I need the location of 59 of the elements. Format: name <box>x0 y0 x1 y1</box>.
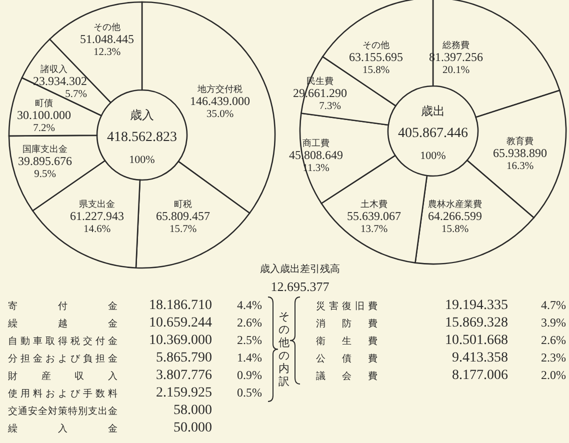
slice-label: 教育費 <box>506 136 534 147</box>
text: 19.194.335 4.7% <box>445 298 566 313</box>
text: 50.000 <box>174 420 212 436</box>
slice-label: 国庫支出金 <box>22 144 68 155</box>
data-label: 30.100.000 7.2% <box>17 108 71 134</box>
data-label: 51.048.445 12.3% <box>80 32 134 58</box>
text: 58.000 <box>174 403 212 418</box>
slice-label: その他 <box>94 22 120 33</box>
data-label: 39.895.676 9.5% <box>18 154 72 180</box>
data-label: 65.809.457 15.7% <box>156 209 210 235</box>
text: 歳入歳出差引残高 <box>260 263 340 275</box>
data-label: 55.639.067 13.7% <box>347 209 401 235</box>
text: 15.869.328 3.9% <box>445 316 566 330</box>
text: その他の内訳 <box>278 310 290 388</box>
text: 100% <box>420 150 446 162</box>
text: 9.413.358 2.3% <box>452 350 566 366</box>
text: 10.501.668 2.6% <box>445 333 566 348</box>
data-label: 61.227.943 14.6% <box>70 209 124 235</box>
text: 2.159.925 0.5% <box>156 386 262 400</box>
slice-label: 農林水産業費 <box>428 199 482 210</box>
text: 12.695.377 <box>270 279 330 294</box>
text: 10.369.000 2.5% <box>149 333 262 348</box>
data-label: 64.266.599 15.8% <box>428 209 482 235</box>
category-label: 寄付金 <box>8 300 118 312</box>
data-label: 63.155.695 15.8% <box>349 50 403 76</box>
category-label: 使用料および手数料 <box>8 388 118 400</box>
text: 歳入 <box>130 108 154 122</box>
category-label: 財産収入 <box>8 370 118 382</box>
category-label: 分担金および負担金 <box>8 352 118 364</box>
category-label: 公債費 <box>316 352 378 364</box>
text: 18.186.710 4.4% <box>149 298 262 313</box>
slice-label: 土木費 <box>360 199 388 210</box>
slice-label: 総務費 <box>442 40 470 51</box>
text: 歳出 <box>421 104 445 118</box>
slice-label: 商工費 <box>302 138 330 149</box>
slice-label: 町税 <box>174 199 192 210</box>
category-label: 自動車取得税交付金 <box>8 335 118 347</box>
category-label: 消防費 <box>316 318 378 330</box>
category-label: 議会費 <box>316 370 378 382</box>
text: 418.562.823 <box>107 130 177 145</box>
slice-label: その他 <box>362 40 390 51</box>
text: 5.865.790 1.4% <box>156 350 262 366</box>
category-label: 衛生費 <box>316 335 378 347</box>
text: 10.659.244 2.6% <box>149 316 262 330</box>
category-label: 繰入金 <box>7 422 118 434</box>
text: 8.177.006 2.0% <box>452 368 566 383</box>
category-label: 災害復旧費 <box>316 300 378 312</box>
text: 405.867.446 <box>398 126 468 141</box>
data-label: 23.934.302 5.7% <box>33 74 88 100</box>
slice-label: 県支出金 <box>79 199 115 210</box>
slice-label: 諸収入 <box>40 64 68 75</box>
category-label: 交通安全対策特別支出金 <box>8 405 118 417</box>
text: 3.807.776 0.9% <box>156 368 262 383</box>
slice-label: 町債 <box>35 98 53 109</box>
text: 100% <box>129 154 155 166</box>
data-label: 65.938.890 16.3% <box>493 146 547 172</box>
slice-label: 地方交付税 <box>196 84 242 95</box>
category-label: 繰越金 <box>7 318 118 330</box>
data-label: 146.439.000 35.0% <box>190 94 250 120</box>
